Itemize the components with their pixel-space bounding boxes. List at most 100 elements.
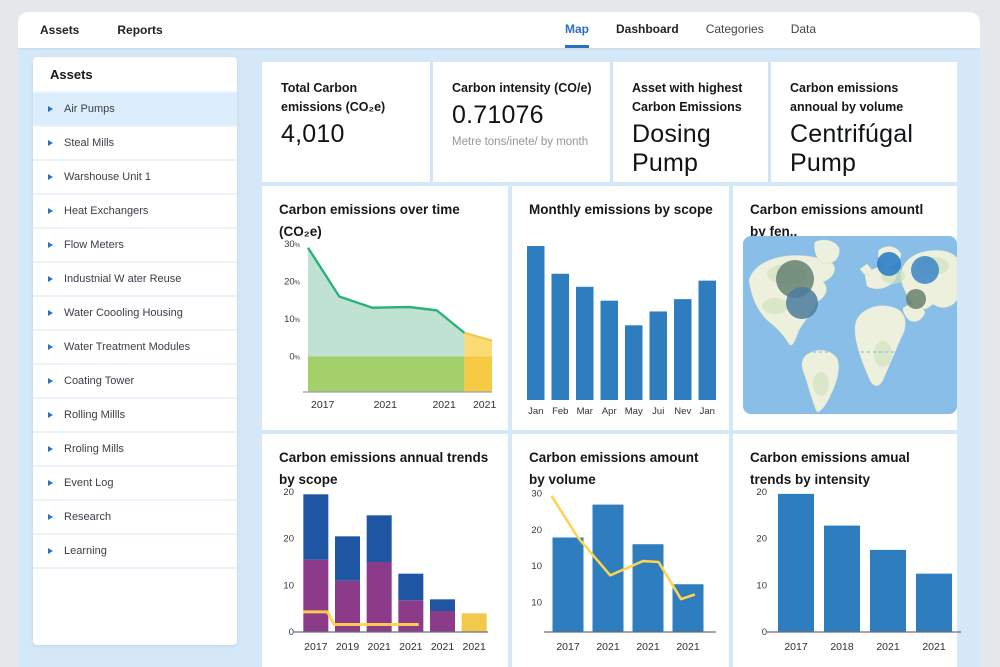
sidebar-item-rolling-millls[interactable]: Rolling Millls [33,399,237,433]
kpi-card-1: Total Carbon emissions (CO₂e) 4,010 [262,62,430,182]
stacked-bar-chart-svg: 0102020201720192021202120212021 [270,482,496,662]
svg-text:20: 20 [756,487,767,498]
kpi-card-4: Carbon emissions annoual by volumeCentri… [768,62,957,182]
chart-amount-volume: 101020302017202120212021 [520,482,720,667]
world-map-svg [743,236,957,414]
svg-text:Feb: Feb [552,406,568,417]
nav-tab-reports[interactable]: Reports [117,23,162,37]
chart-title: Monthly emissions by scope [512,186,729,221]
svg-text:2021: 2021 [367,641,391,653]
top-navigation-bar: Assets Reports Map Dashboard Categories Data [18,12,980,48]
bar-line-chart-svg: 101020302017202120212021 [520,482,720,662]
kpi-card-2: Carbon intensity (CO/e)0.71076Metre tons… [430,62,610,182]
svg-text:2021: 2021 [922,641,946,653]
chart-card-annual-scope: Carbon emissions annual trends by scope0… [262,434,508,667]
emission-bubble-3 [877,252,901,276]
svg-text:2021: 2021 [462,641,486,653]
svg-text:10: 10 [531,561,542,572]
chart-card-map: Carbon emissions amountl by fen.. [733,186,957,430]
svg-text:2021: 2021 [374,399,398,411]
chart-card-annual-intensity: Carbon emissions amual trends by intensi… [733,434,957,667]
sidebar-item-air-pumps[interactable]: Air Pumps [33,93,237,127]
svg-text:0: 0 [762,627,767,638]
svg-text:10%: 10% [284,314,301,325]
chart-card-amount-volume: Carbon emissions amount by volume1010203… [512,434,729,667]
chart-row-2: Carbon emissions annual trends by scope0… [262,434,957,667]
sidebar-item-rroling-mills[interactable]: Rroling Mills [33,433,237,467]
sidebar-item-steal-mills[interactable]: Steal Mills [33,127,237,161]
kpi-summary-row: Total Carbon emissions (CO₂e) 4,010 Carbon… [262,62,957,182]
svg-text:Jan: Jan [528,406,543,417]
svg-text:2021: 2021 [596,641,620,653]
caret-right-icon [48,480,53,486]
caret-right-icon [48,514,53,520]
svg-text:30: 30 [531,488,542,499]
svg-text:20: 20 [283,487,294,498]
assets-sidebar-panel: Assets Air PumpsSteal MillsWarshouse Uni… [33,57,237,645]
caret-right-icon [48,106,53,112]
sidebar-item-label: Industnial W ater Reuse [64,273,181,285]
svg-text:20: 20 [283,534,294,545]
kpi-title: Total Carbon emissions (CO₂e) [281,79,416,117]
chart-map [743,236,957,419]
caret-right-icon [48,140,53,146]
sidebar-item-label: Water Coooling Housing [64,307,183,319]
sidebar-item-water-coooling-housing[interactable]: Water Coooling Housing [33,297,237,331]
caret-right-icon [48,310,53,316]
chart-card-monthly: Monthly emissions by scopeJanFebMarAprMa… [512,186,729,430]
svg-text:20: 20 [756,534,767,545]
caret-right-icon [48,174,53,180]
sidebar-item-label: Steal Mills [64,137,114,149]
svg-text:2021: 2021 [399,641,423,653]
nav-tab-map[interactable]: Map [565,12,589,48]
kpi-value: 4,010 [281,120,416,149]
chart-over-time: 30%20%10%0%2017202120212021 [272,228,498,425]
svg-text:30%: 30% [284,239,301,250]
chart-card-over-time: Carbon emissions over time (CO₂e)30%20%1… [262,186,508,430]
sidebar-item-industnial-w-ater-reuse[interactable]: Industnial W ater Reuse [33,263,237,297]
caret-right-icon [48,242,53,248]
chart-title: Carbon emissions amountl by fen.. [733,186,957,242]
chart-annual-scope: 0102020201720192021202120212021 [270,482,496,667]
svg-text:2017: 2017 [311,399,335,411]
svg-text:Jui: Jui [652,406,664,417]
sidebar-item-label: Air Pumps [64,103,115,115]
sidebar-item-learning[interactable]: Learning [33,535,237,569]
kpi-title: Asset with highest Carbon Emissions [632,79,754,117]
caret-right-icon [48,344,53,350]
caret-right-icon [48,548,53,554]
sidebar-item-label: Rroling Mills [64,443,124,455]
left-nav-tabs: Assets Reports [40,12,163,48]
sidebar-item-water-treatment-modules[interactable]: Water Treatment Modules [33,331,237,365]
view-nav-tabs: Map Dashboard Categories Data [565,12,816,48]
svg-text:10: 10 [531,598,542,609]
emission-bubble-2 [786,287,818,319]
nav-tab-assets[interactable]: Assets [40,23,79,37]
caret-right-icon [48,446,53,452]
sidebar-item-label: Warshouse Unit 1 [64,171,151,183]
svg-text:2021: 2021 [473,399,497,411]
nav-tab-categories[interactable]: Categories [706,12,764,48]
caret-right-icon [48,412,53,418]
chart-monthly: JanFebMarAprMayJuiNevJan [524,228,720,425]
sidebar-item-heat-exchangers[interactable]: Heat Exchangers [33,195,237,229]
sidebar-item-label: Learning [64,545,107,557]
svg-text:2018: 2018 [830,641,854,653]
svg-text:2017: 2017 [304,641,328,653]
svg-text:Nev: Nev [674,406,691,417]
svg-text:2021: 2021 [432,399,456,411]
sidebar-item-coating-tower[interactable]: Coating Tower [33,365,237,399]
sidebar-item-label: Event Log [64,477,114,489]
sidebar-item-research[interactable]: Research [33,501,237,535]
sidebar-item-warshouse-unit-1[interactable]: Warshouse Unit 1 [33,161,237,195]
svg-text:Apr: Apr [602,406,617,417]
caret-right-icon [48,276,53,282]
caret-right-icon [48,208,53,214]
caret-right-icon [48,378,53,384]
nav-tab-dashboard[interactable]: Dashboard [616,12,679,48]
sidebar-item-flow-meters[interactable]: Flow Meters [33,229,237,263]
svg-text:10: 10 [756,580,767,591]
sidebar-item-event-log[interactable]: Event Log [33,467,237,501]
nav-tab-data[interactable]: Data [791,12,816,48]
svg-text:Mar: Mar [577,406,593,417]
